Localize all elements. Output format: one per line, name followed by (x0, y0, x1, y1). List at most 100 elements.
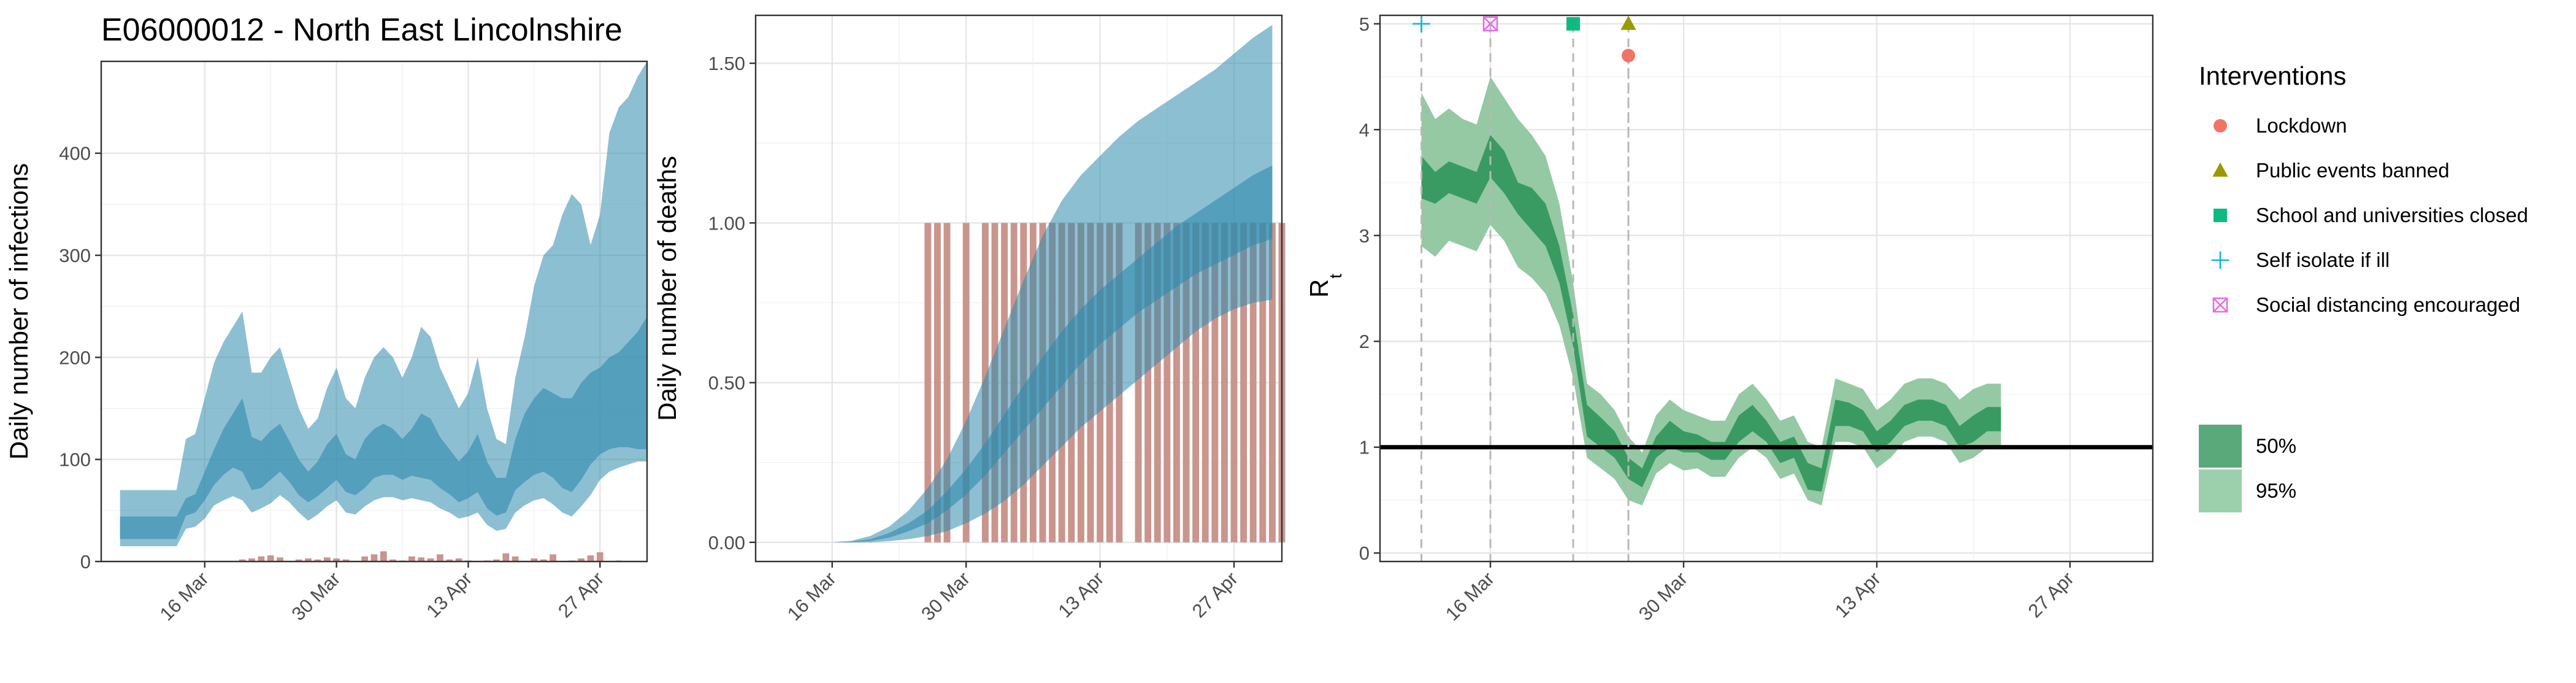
observed-bar (1135, 223, 1142, 542)
observed-bar (531, 558, 538, 561)
observed-bar (1154, 223, 1161, 542)
observed-bar (277, 557, 283, 561)
legend-label: School and universities closed (2256, 204, 2528, 226)
legend-swatch-50 (2199, 425, 2242, 468)
intervention-marker (1566, 17, 1580, 31)
legend-marker-square (2214, 209, 2227, 222)
band-50 (832, 165, 1273, 542)
observed-bar (1230, 223, 1238, 542)
observed-bar (1144, 223, 1152, 542)
legend-label: 95% (2256, 479, 2296, 502)
y-tick-label: 1.50 (708, 53, 745, 74)
observed-bar (239, 559, 246, 561)
x-tick-label: 30 Mar (917, 568, 974, 625)
band-50 (1421, 134, 2001, 492)
legend: Interventions Lockdown Public events banne… (2199, 61, 2528, 512)
y-tick-label: 0 (80, 551, 91, 573)
observed-bar (361, 556, 369, 561)
observed-bar (924, 223, 932, 542)
x-tick-label: 13 Apr (1831, 568, 1885, 622)
y-tick-label: 2 (1359, 331, 1370, 352)
y-tick-label: 400 (59, 143, 91, 164)
y-tick-label: 0.00 (708, 532, 745, 554)
legend-label: Lockdown (2256, 114, 2347, 137)
intervention-marker (1413, 15, 1430, 33)
observed-bar (455, 558, 462, 561)
y-tick-label: 200 (59, 347, 91, 368)
observed-bar (1240, 223, 1248, 542)
x-tick-label: 30 Mar (1635, 568, 1692, 625)
observed-bar (437, 554, 443, 561)
legend-marker-boxx (2212, 297, 2228, 313)
legend-label: Social distancing encouraged (2256, 293, 2520, 316)
x-tick-label: 30 Mar (288, 568, 345, 625)
observed-bar (1173, 223, 1180, 542)
observed-bar (248, 558, 255, 561)
observed-bar (370, 554, 378, 561)
observed-bar (1211, 223, 1219, 542)
observed-bar (493, 559, 500, 561)
observed-bar (342, 559, 350, 561)
observed-bar (258, 556, 265, 561)
observed-bar (427, 558, 434, 561)
y-tick-label: 0.50 (708, 372, 745, 394)
observed-bar (1259, 223, 1267, 542)
legend-label: Public events banned (2256, 159, 2450, 182)
observed-bar (408, 556, 415, 561)
legend-marker-plus (2211, 251, 2229, 269)
panel-title: E06000012 - North East Lincolnshire (101, 12, 623, 48)
x-tick-label: 27 Apr (2024, 568, 2078, 622)
observed-bar (540, 559, 547, 561)
legend-marker-circle (2214, 119, 2227, 133)
observed-bar (933, 223, 941, 542)
observed-bar (962, 223, 970, 542)
infections-panel: 0 100 200 300 400 16 Mar 30 Mar 13 Apr 27 Apr Dai… (4, 12, 648, 625)
observed-bar (1249, 223, 1257, 542)
x-tick-label: 27 Apr (1188, 568, 1242, 622)
x-tick-label: 16 Mar (783, 568, 840, 625)
observed-bar (502, 553, 510, 561)
y-axis-label: R (1305, 279, 1333, 298)
legend-swatch-95 (2199, 469, 2242, 512)
legend-title: Interventions (2199, 61, 2346, 90)
observed-bar (1202, 223, 1209, 542)
observed-bar (389, 559, 397, 561)
observed-bar (1221, 223, 1228, 542)
deaths-panel: 0.00 0.50 1.00 1.50 16 Mar 30 Mar 13 Apr 27 Apr… (653, 14, 1286, 625)
observed-bar (418, 557, 425, 561)
y-axis-label-subscript: t (1326, 274, 1345, 279)
y-tick-label: 0 (1359, 542, 1370, 564)
observed-bar (587, 555, 594, 561)
band-95 (120, 61, 647, 547)
panel-border (100, 60, 648, 563)
observed-bar (943, 223, 951, 542)
observed-bar (1183, 223, 1190, 542)
x-tick-label: 13 Apr (422, 568, 476, 622)
y-tick-label: 1.00 (708, 212, 745, 234)
x-tick-label: 16 Mar (1441, 568, 1498, 625)
band-95 (832, 25, 1273, 542)
panel-border (1379, 14, 2154, 563)
intervention-marker (1482, 16, 1498, 32)
x-tick-label: 13 Apr (1054, 568, 1108, 622)
band-95 (1421, 77, 2001, 506)
intervention-marker (1622, 48, 1635, 63)
y-tick-label: 4 (1359, 119, 1370, 141)
legend-label: Self isolate if ill (2256, 249, 2390, 271)
y-tick-label: 1 (1359, 437, 1370, 458)
observed-bar (512, 556, 519, 561)
observed-bar (305, 558, 312, 561)
panel-border (754, 14, 1283, 563)
intervention-marker (1620, 15, 1636, 30)
x-tick-label: 16 Mar (156, 568, 213, 625)
observed-bar (314, 559, 321, 561)
y-tick-label: 5 (1359, 14, 1370, 35)
observed-bar (550, 554, 556, 561)
observed-bar (1192, 223, 1200, 542)
observed-bar (446, 559, 453, 561)
legend-marker-triangle (2212, 162, 2228, 177)
y-tick-label: 3 (1359, 225, 1370, 247)
observed-bar (295, 559, 302, 561)
observed-bar (333, 558, 340, 561)
observed-bar (323, 557, 331, 561)
